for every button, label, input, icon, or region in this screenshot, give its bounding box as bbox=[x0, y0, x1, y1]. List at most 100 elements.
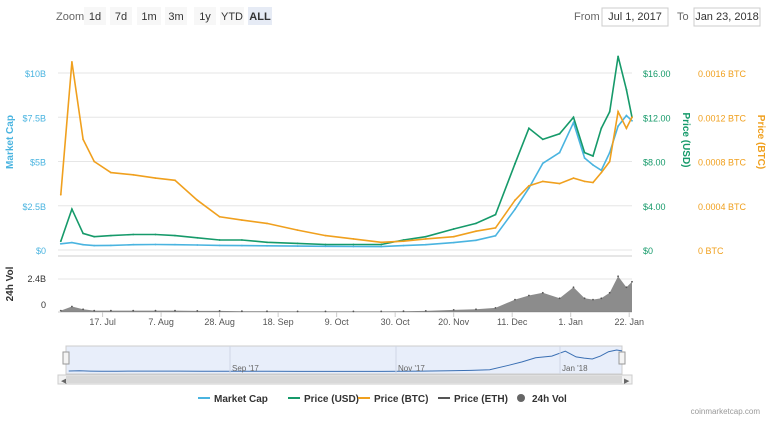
market-cap-point bbox=[296, 245, 299, 248]
x-tick-label: 18. Sep bbox=[263, 317, 294, 327]
price-usd-point bbox=[82, 232, 84, 235]
legend-label: 24h Vol bbox=[532, 394, 567, 405]
price-usd-tick: $4.00 bbox=[643, 202, 666, 212]
price-btc-point bbox=[154, 177, 157, 180]
market-cap-point bbox=[402, 244, 405, 247]
market-cap-point bbox=[174, 243, 176, 246]
24h-vol-area bbox=[60, 276, 633, 312]
market-cap-point bbox=[424, 243, 427, 246]
zoom-button-1d[interactable] bbox=[84, 7, 106, 25]
price-btc-point bbox=[514, 199, 516, 202]
price-btc-point bbox=[600, 171, 603, 174]
24h-vol-point bbox=[600, 297, 603, 300]
market-cap-point bbox=[241, 244, 243, 247]
zoom-button-label: 3m bbox=[168, 11, 183, 23]
market-cap-point bbox=[541, 162, 544, 165]
x-tick-label: 7. Aug bbox=[148, 317, 174, 327]
market-cap-point bbox=[93, 244, 96, 247]
market-cap-point bbox=[218, 244, 221, 247]
market-cap-point bbox=[82, 243, 84, 246]
price-btc-point bbox=[572, 177, 575, 180]
zoom-button-1m[interactable] bbox=[137, 7, 161, 25]
to-label: To bbox=[677, 11, 689, 23]
24h-vol-point bbox=[82, 308, 84, 311]
market-cap-point bbox=[154, 243, 157, 246]
zoom-button-all[interactable] bbox=[248, 7, 272, 25]
zoom-button-ytd[interactable] bbox=[220, 7, 244, 25]
24h-vol-point bbox=[424, 310, 427, 312]
navigator-window[interactable] bbox=[65, 345, 623, 375]
price-btc-point bbox=[59, 193, 62, 196]
24h-vol-point bbox=[174, 309, 176, 312]
price-usd-point bbox=[93, 235, 96, 238]
price-usd-point bbox=[625, 88, 628, 91]
scroll-right-arrow[interactable]: ▶ bbox=[624, 378, 630, 385]
market-cap-tick: $2.5B bbox=[22, 202, 46, 212]
y-tick-labels: $0 $0 0 BTC $2.5B $4.00 0.0004 BTC $5B $8.00 0.0… bbox=[22, 69, 746, 310]
market-cap-point bbox=[494, 234, 497, 237]
to-date-input[interactable] bbox=[693, 7, 761, 27]
zoom-button-label: 1m bbox=[141, 11, 156, 23]
price-usd-point bbox=[558, 132, 561, 135]
market-cap-point bbox=[558, 151, 561, 154]
price-usd-point bbox=[110, 234, 112, 237]
price-usd-tick: $16.00 bbox=[643, 69, 671, 79]
legend-item-price-btc[interactable]: Price (BTC) bbox=[358, 394, 428, 405]
market-cap-point bbox=[132, 243, 135, 246]
price-usd-point bbox=[218, 239, 221, 241]
price-usd-point bbox=[154, 233, 157, 236]
to-date-value: Jan 23, 2018 bbox=[695, 11, 759, 23]
24h-vol-point bbox=[380, 310, 383, 313]
zoom-button-label: ALL bbox=[249, 11, 271, 23]
navigator-handle-right[interactable] bbox=[618, 351, 626, 365]
price-btc-point bbox=[132, 173, 135, 176]
price-usd-point bbox=[241, 239, 243, 241]
zoom-button-7d[interactable] bbox=[110, 7, 132, 25]
24h-vol-point bbox=[324, 310, 327, 313]
24h-vol-point bbox=[514, 298, 516, 301]
price-btc-point bbox=[402, 240, 405, 243]
price-usd-point bbox=[380, 243, 383, 246]
price-usd-tick: $12.00 bbox=[643, 113, 671, 123]
x-tick-label: 30. Oct bbox=[381, 317, 411, 327]
price-btc-line bbox=[60, 61, 633, 244]
zoom-button-3m[interactable] bbox=[165, 7, 187, 25]
price-usd-tick: $8.00 bbox=[643, 158, 666, 168]
zoom-button-label: 7d bbox=[115, 11, 127, 23]
legend-item-24h-vol[interactable]: 24h Vol bbox=[517, 394, 567, 405]
market-cap-point bbox=[572, 121, 575, 124]
24h-vol-point bbox=[631, 280, 633, 283]
navigator-handle-left[interactable] bbox=[62, 351, 70, 365]
scrollbar-thumb[interactable] bbox=[66, 376, 622, 383]
volume-axis-title: 24h Vol bbox=[5, 266, 16, 301]
from-date-input[interactable] bbox=[601, 7, 669, 27]
price-usd-point bbox=[572, 116, 575, 119]
navigator-label: Jan '18 bbox=[562, 364, 588, 373]
scroll-left-arrow[interactable]: ◀ bbox=[61, 378, 67, 385]
price-usd-point bbox=[352, 243, 355, 246]
zoom-button-1y[interactable] bbox=[194, 7, 216, 25]
legend-item-market-cap[interactable]: Market Cap bbox=[198, 394, 268, 405]
price-usd-point bbox=[452, 228, 455, 230]
x-tick-labels: 17. Jul 7. Aug 28. Aug 18. Sep 9. Oct 30. Oct… bbox=[89, 312, 644, 327]
price-btc-tick: 0.0012 BTC bbox=[698, 113, 747, 123]
price-btc-point bbox=[266, 222, 268, 225]
price-btc-axis-title: Price (BTC) bbox=[755, 115, 766, 169]
x-tick-label: 9. Oct bbox=[325, 317, 350, 327]
price-usd-point bbox=[174, 234, 176, 237]
legend-item-price-eth[interactable]: Price (ETH) bbox=[438, 394, 508, 405]
legend-item-price-usd[interactable]: Price (USD) bbox=[288, 394, 359, 405]
price-usd-line bbox=[60, 56, 633, 246]
credit-label: coinmarketcap.com bbox=[691, 407, 761, 416]
24h-vol-point bbox=[132, 309, 135, 312]
navigator[interactable]: Sep '17 Nov '17 Jan '18 ◀ ▶ bbox=[57, 345, 633, 385]
24h-vol-point bbox=[558, 297, 561, 300]
24h-vol-point bbox=[154, 309, 157, 312]
legend-label: Price (BTC) bbox=[374, 394, 428, 405]
price-usd-point bbox=[296, 242, 299, 245]
x-tick-label: 22. Jan bbox=[614, 317, 644, 327]
price-btc-point bbox=[110, 171, 112, 174]
market-cap-point bbox=[59, 242, 62, 245]
price-btc-point bbox=[82, 138, 84, 141]
24h-vol-point bbox=[608, 291, 611, 294]
